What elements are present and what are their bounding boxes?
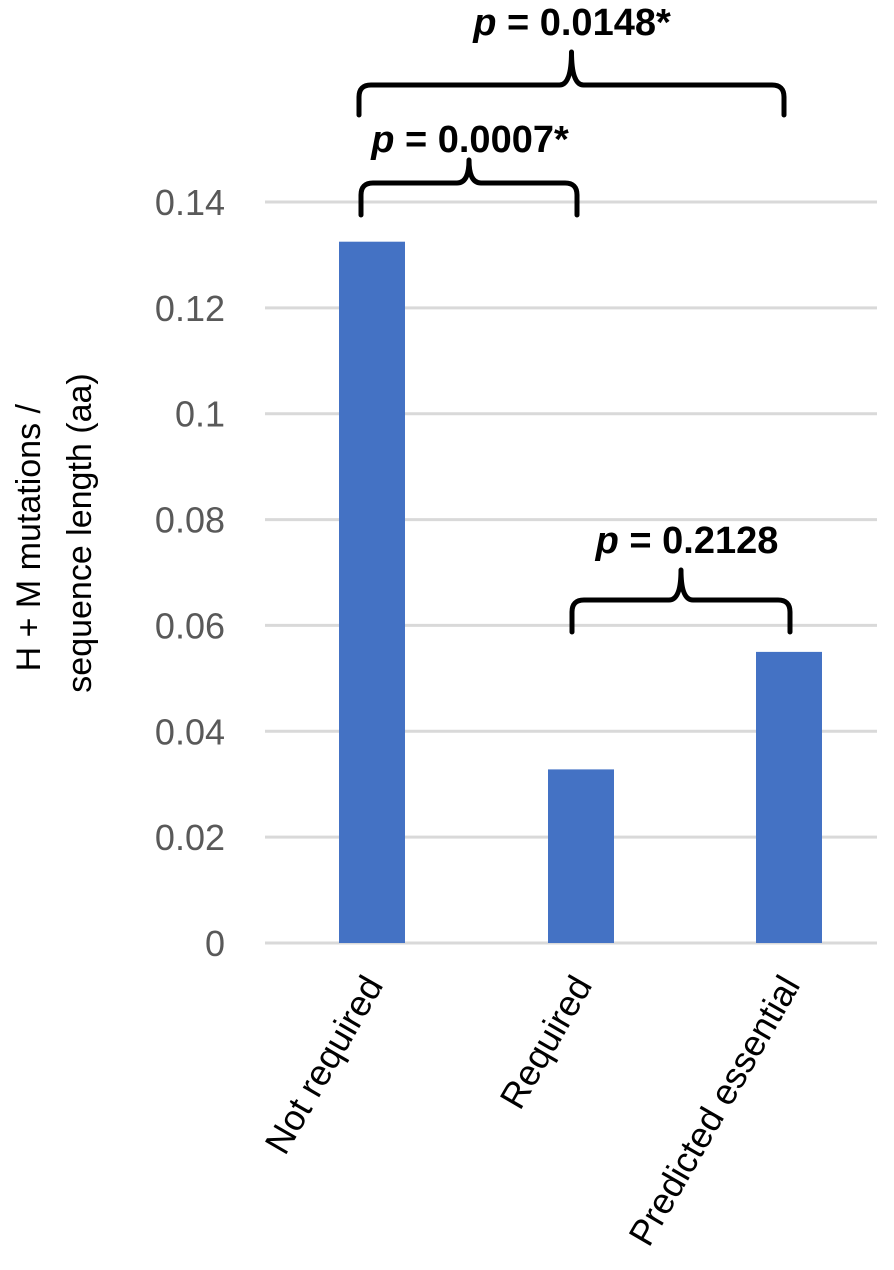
p-value-label: p = 0.2128: [595, 520, 779, 562]
y-tick-label: 0.04: [155, 711, 225, 752]
p-value-label: p = 0.0007*: [370, 119, 569, 161]
x-category-label: Predicted essential: [620, 969, 808, 1253]
bar: [548, 769, 614, 943]
y-axis-label-line-1: H + M mutations /: [10, 403, 48, 671]
significance-bracket: [358, 157, 580, 218]
y-axis-label-line-2: sequence length (aa): [61, 373, 99, 692]
y-tick-label: 0: [205, 923, 225, 964]
y-tick-label: 0.08: [155, 500, 225, 541]
p-value: = 0.2128: [619, 520, 779, 562]
p-symbol: p: [370, 119, 394, 161]
x-category-label: Required: [491, 969, 600, 1116]
x-category-label: Not required: [256, 969, 391, 1161]
bars: [339, 241, 822, 944]
y-tick-label: 0.02: [155, 817, 225, 858]
y-tick-label: 0.06: [155, 605, 225, 646]
p-symbol: p: [595, 520, 619, 562]
y-axis-label: H + M mutations / sequence length (aa): [10, 373, 99, 692]
significance-annotations: p = 0.0007*p = 0.0148*p = 0.2128: [356, 2, 793, 635]
significance-bracket: [356, 49, 787, 118]
y-tick-label: 0.12: [155, 288, 225, 329]
y-tick-label: 0.1: [175, 394, 225, 435]
bar: [339, 241, 405, 944]
p-symbol: p: [472, 2, 496, 44]
bar: [756, 651, 822, 943]
y-axis-ticks: 0 0.02 0.04 0.06 0.08 0.1 0.12 0.14: [155, 182, 225, 964]
p-value-label: p = 0.0148*: [472, 2, 671, 44]
p-value: = 0.0007*: [394, 119, 569, 161]
y-tick-label: 0.14: [155, 182, 225, 223]
x-axis-categories: Not required Required Predicted essential: [256, 969, 808, 1253]
p-value: = 0.0148*: [496, 2, 671, 44]
significance-bracket: [569, 567, 793, 635]
